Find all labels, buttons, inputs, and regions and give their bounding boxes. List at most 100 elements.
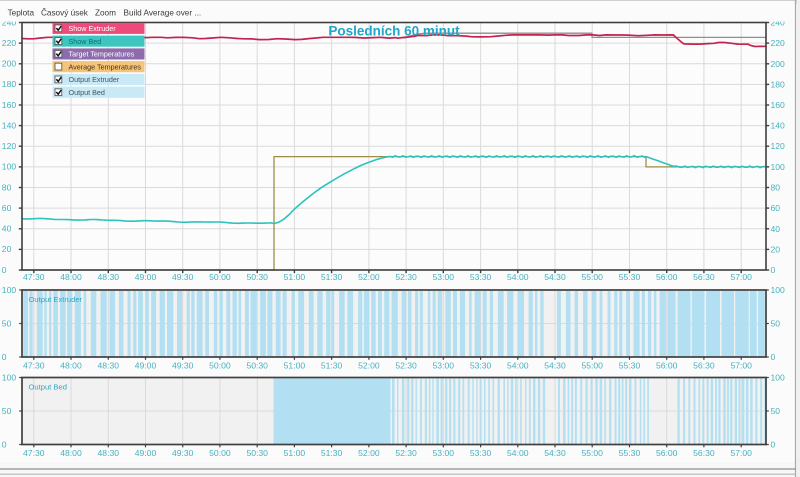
- svg-text:50:30: 50:30: [246, 272, 268, 282]
- svg-text:180: 180: [2, 79, 17, 89]
- svg-text:160: 160: [2, 100, 17, 110]
- svg-text:53:00: 53:00: [433, 448, 455, 458]
- svg-text:48:00: 48:00: [60, 448, 82, 458]
- svg-text:120: 120: [771, 141, 786, 151]
- svg-text:0: 0: [771, 265, 776, 275]
- svg-text:55:00: 55:00: [581, 272, 603, 282]
- svg-text:55:30: 55:30: [619, 272, 641, 282]
- svg-text:48:30: 48:30: [98, 448, 120, 458]
- svg-text:53:00: 53:00: [433, 361, 455, 371]
- svg-text:54:30: 54:30: [544, 448, 566, 458]
- svg-text:60: 60: [2, 203, 12, 213]
- svg-text:49:30: 49:30: [172, 448, 194, 458]
- svg-text:55:30: 55:30: [619, 448, 641, 458]
- svg-text:Target Temperatures: Target Temperatures: [69, 50, 135, 59]
- svg-text:49:30: 49:30: [172, 361, 194, 371]
- svg-text:220: 220: [2, 38, 17, 48]
- svg-text:100: 100: [771, 285, 786, 295]
- svg-text:20: 20: [2, 244, 12, 254]
- svg-text:54:30: 54:30: [544, 361, 566, 371]
- svg-text:56:30: 56:30: [693, 272, 715, 282]
- svg-text:52:00: 52:00: [358, 448, 380, 458]
- svg-text:0: 0: [771, 440, 776, 450]
- svg-text:100: 100: [2, 285, 17, 295]
- svg-text:57:00: 57:00: [730, 448, 752, 458]
- svg-text:48:00: 48:00: [60, 361, 82, 371]
- svg-text:100: 100: [771, 162, 786, 172]
- svg-text:51:00: 51:00: [284, 361, 306, 371]
- svg-text:52:30: 52:30: [395, 361, 417, 371]
- svg-text:Output Bed: Output Bed: [69, 88, 105, 97]
- svg-text:50:00: 50:00: [209, 448, 231, 458]
- svg-text:51:00: 51:00: [284, 272, 306, 282]
- svg-text:56:30: 56:30: [693, 448, 715, 458]
- svg-text:47:30: 47:30: [23, 361, 45, 371]
- svg-text:100: 100: [771, 373, 786, 383]
- svg-text:80: 80: [2, 182, 12, 192]
- svg-text:53:30: 53:30: [470, 361, 492, 371]
- svg-text:52:00: 52:00: [358, 361, 380, 371]
- svg-text:47:30: 47:30: [23, 272, 45, 282]
- svg-text:20: 20: [771, 244, 781, 254]
- svg-text:57:00: 57:00: [730, 272, 752, 282]
- svg-text:0: 0: [2, 352, 7, 362]
- svg-text:240: 240: [2, 17, 17, 27]
- svg-text:52:30: 52:30: [395, 448, 417, 458]
- svg-text:54:00: 54:00: [507, 272, 529, 282]
- svg-text:Časový úsek: Časový úsek: [41, 7, 89, 17]
- svg-text:57:00: 57:00: [730, 361, 752, 371]
- svg-text:60: 60: [771, 203, 781, 213]
- svg-text:50: 50: [2, 318, 12, 328]
- svg-text:50: 50: [771, 406, 781, 416]
- svg-text:47:30: 47:30: [23, 448, 45, 458]
- svg-text:51:30: 51:30: [321, 361, 343, 371]
- svg-text:48:00: 48:00: [60, 272, 82, 282]
- svg-text:54:00: 54:00: [507, 448, 529, 458]
- svg-text:40: 40: [2, 224, 12, 234]
- svg-text:120: 120: [2, 141, 17, 151]
- svg-text:220: 220: [771, 38, 786, 48]
- svg-text:49:00: 49:00: [135, 361, 157, 371]
- svg-text:180: 180: [771, 79, 786, 89]
- svg-text:240: 240: [771, 18, 786, 28]
- svg-text:0: 0: [771, 352, 776, 362]
- svg-text:50:30: 50:30: [246, 361, 268, 371]
- svg-text:140: 140: [771, 121, 786, 131]
- svg-text:Output Bed: Output Bed: [29, 382, 67, 391]
- svg-text:48:30: 48:30: [98, 361, 120, 371]
- svg-text:50:00: 50:00: [209, 272, 231, 282]
- svg-text:51:30: 51:30: [321, 448, 343, 458]
- svg-text:49:30: 49:30: [172, 272, 194, 282]
- svg-text:200: 200: [771, 59, 786, 69]
- svg-text:Show Bed: Show Bed: [69, 37, 102, 46]
- svg-text:54:00: 54:00: [507, 361, 529, 371]
- svg-text:53:30: 53:30: [470, 448, 492, 458]
- svg-text:Build Average over ...: Build Average over ...: [124, 8, 202, 17]
- svg-text:140: 140: [2, 120, 17, 130]
- svg-text:Show Extruder: Show Extruder: [69, 24, 117, 33]
- svg-text:50: 50: [2, 406, 12, 416]
- svg-text:55:00: 55:00: [581, 361, 603, 371]
- svg-text:51:00: 51:00: [284, 448, 306, 458]
- svg-text:51:30: 51:30: [321, 272, 343, 282]
- svg-text:52:00: 52:00: [358, 272, 380, 282]
- svg-text:Posledních 60 minut: Posledních 60 minut: [328, 24, 460, 39]
- svg-text:56:00: 56:00: [656, 272, 678, 282]
- svg-text:56:00: 56:00: [656, 448, 678, 458]
- svg-text:200: 200: [2, 59, 17, 69]
- svg-text:100: 100: [2, 372, 17, 382]
- svg-text:160: 160: [771, 100, 786, 110]
- svg-text:Average Temperatures: Average Temperatures: [69, 62, 142, 71]
- svg-text:Output Extruder: Output Extruder: [29, 295, 83, 304]
- svg-text:49:00: 49:00: [135, 272, 157, 282]
- svg-text:0: 0: [2, 265, 7, 275]
- svg-text:0: 0: [2, 439, 7, 449]
- svg-text:50: 50: [771, 319, 781, 329]
- svg-text:Zoom: Zoom: [95, 8, 116, 17]
- svg-text:53:00: 53:00: [433, 272, 455, 282]
- svg-text:80: 80: [771, 183, 781, 193]
- svg-text:Teplota: Teplota: [8, 8, 35, 17]
- svg-text:55:30: 55:30: [619, 361, 641, 371]
- svg-text:Output Extruder: Output Extruder: [69, 75, 120, 84]
- svg-text:50:00: 50:00: [209, 361, 231, 371]
